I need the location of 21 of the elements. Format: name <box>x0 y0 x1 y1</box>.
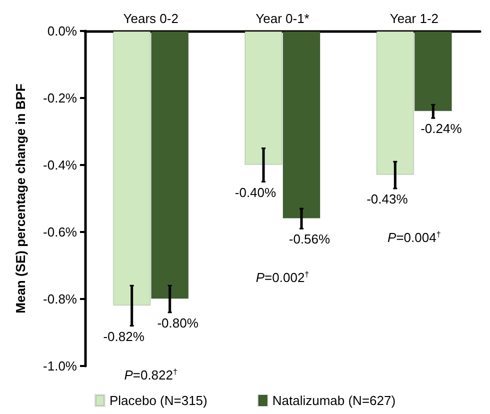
legend-label: Natalizumab (N=627) <box>272 393 396 408</box>
y-axis-title: Mean (SE) percentage change in BPF <box>13 84 28 314</box>
y-tick-label: -0.2% <box>43 90 78 106</box>
y-tick-label: 0.0% <box>47 24 78 38</box>
x-tick-label: Year 1-2 <box>390 11 439 26</box>
x-tick-label: Year 0-1* <box>256 11 310 26</box>
y-tick-label: -1.0% <box>43 358 78 374</box>
legend-label: Placebo (N=315) <box>109 393 208 408</box>
data-label: -0.40% <box>234 184 277 200</box>
data-label: -0.24% <box>420 121 462 136</box>
y-tick-label: -0.8% <box>43 292 78 306</box>
data-label: -0.43% <box>366 191 408 206</box>
y-tick-label: -0.4% <box>43 158 78 172</box>
x-tick-label: Years 0-2 <box>123 11 178 26</box>
y-tick-label: -0.6% <box>43 224 78 240</box>
annotation: P=0.004† <box>388 230 441 245</box>
data-label: -0.56% <box>288 232 331 247</box>
data-label: -0.80% <box>157 315 199 330</box>
text: P=0.822† <box>124 367 178 382</box>
annotation: P=0.002† <box>256 270 310 286</box>
data-label: -0.82% <box>103 328 145 344</box>
